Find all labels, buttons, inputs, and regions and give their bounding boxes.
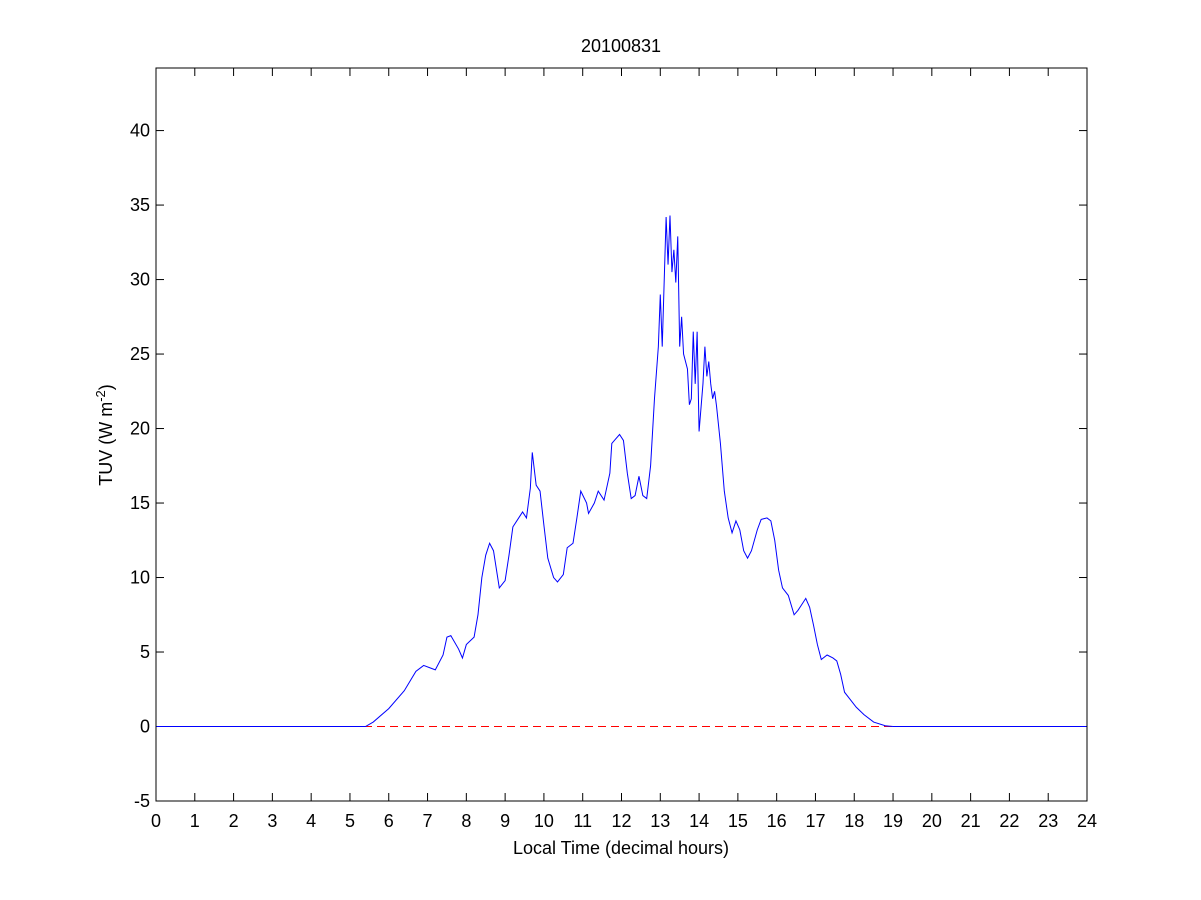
x-tick-label: 21 — [961, 811, 981, 831]
y-axis-label-text: TUV (W m — [96, 402, 116, 486]
x-tick-label: 16 — [767, 811, 787, 831]
x-tick-label: 10 — [534, 811, 554, 831]
x-tick-label: 20 — [922, 811, 942, 831]
y-tick-label: 5 — [140, 642, 150, 662]
x-tick-label: 7 — [423, 811, 433, 831]
x-tick-label: 2 — [229, 811, 239, 831]
y-tick-label: 30 — [130, 270, 150, 290]
x-tick-label: 12 — [611, 811, 631, 831]
x-tick-label: 14 — [689, 811, 709, 831]
y-tick-label: 40 — [130, 121, 150, 141]
x-tick-label: 4 — [306, 811, 316, 831]
y-tick-label: 10 — [130, 568, 150, 588]
plot-frame — [155, 67, 1088, 802]
x-tick-label: 8 — [461, 811, 471, 831]
x-tick-label: 22 — [999, 811, 1019, 831]
chart-title: 20100831 — [581, 36, 661, 56]
y-tick-label: 15 — [130, 493, 150, 513]
x-axis-label: Local Time (decimal hours) — [513, 838, 729, 858]
y-tick-label: 25 — [130, 344, 150, 364]
x-tick-label: 24 — [1077, 811, 1097, 831]
x-tick-label: 6 — [384, 811, 394, 831]
y-tick-label: 20 — [130, 419, 150, 439]
x-tick-label: 3 — [267, 811, 277, 831]
x-tick-label: 1 — [190, 811, 200, 831]
y-tick-label: -5 — [134, 791, 150, 811]
x-tick-label: 5 — [345, 811, 355, 831]
x-tick-label: 13 — [650, 811, 670, 831]
y-axis-label-superscript: -2 — [93, 390, 108, 402]
y-axis-label-suffix: ) — [96, 384, 116, 390]
x-tick-label: 15 — [728, 811, 748, 831]
x-tick-label: 23 — [1038, 811, 1058, 831]
x-tick-label: 0 — [151, 811, 161, 831]
x-tick-label: 18 — [844, 811, 864, 831]
data-line — [156, 215, 1087, 728]
x-tick-label: 9 — [500, 811, 510, 831]
y-axis-label: TUV (W m-2) — [93, 384, 117, 486]
x-tick-label: 19 — [883, 811, 903, 831]
x-tick-label: 17 — [805, 811, 825, 831]
y-tick-label: 0 — [140, 717, 150, 737]
y-tick-label: 35 — [130, 195, 150, 215]
x-tick-label: 11 — [573, 811, 592, 831]
